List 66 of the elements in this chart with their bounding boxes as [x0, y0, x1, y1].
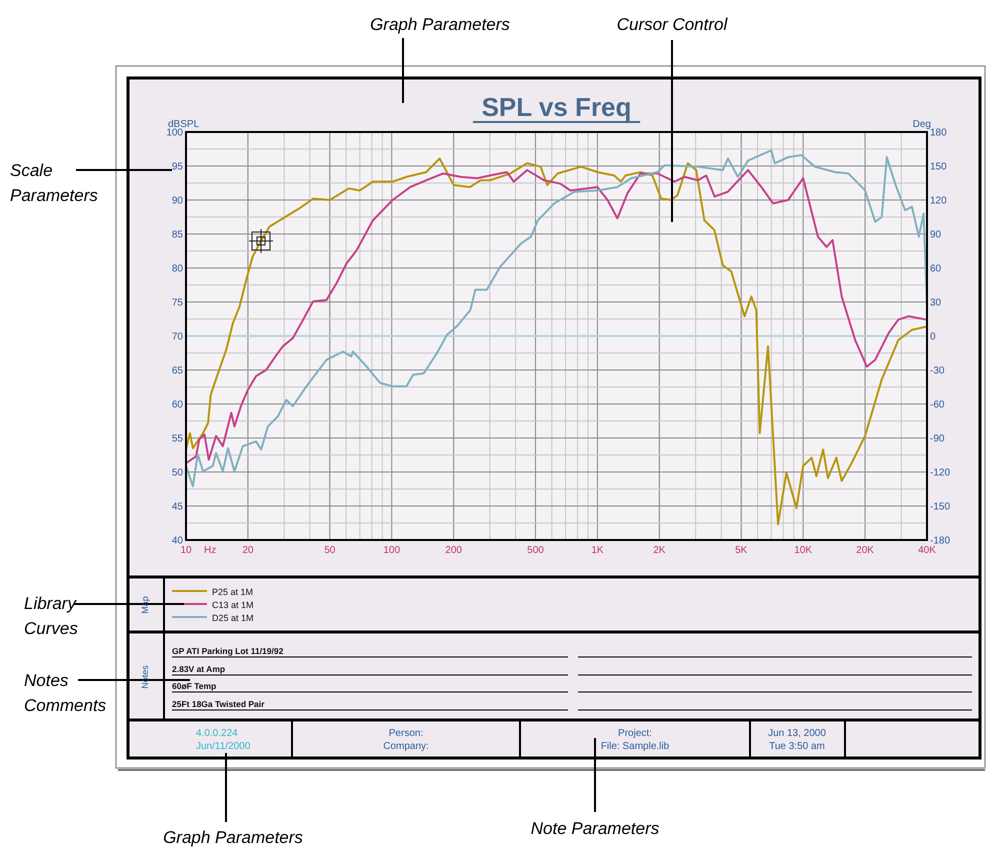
x-tick-label: 20K	[856, 545, 874, 556]
x-tick-label: 20	[242, 545, 254, 556]
text: Scale Parameters	[10, 161, 98, 205]
y2-tick-label: -120	[930, 468, 950, 478]
x-tick-label: 10	[180, 545, 192, 556]
x-tick-label: 100	[383, 545, 400, 556]
text: Company:	[383, 741, 429, 752]
legend-label: C13 at 1M	[212, 600, 254, 610]
y-tick-label: 70	[172, 332, 184, 342]
text: GP ATI Parking Lot 11/19/92	[172, 646, 284, 656]
y2-axis-title: Deg	[912, 119, 931, 130]
y2-tick-label: -30	[930, 366, 945, 376]
y-tick-label: 40	[172, 536, 184, 546]
y2-tick-label: 30	[930, 298, 942, 308]
text: Graph Parameters	[370, 15, 510, 34]
text: 60øF Temp	[172, 681, 216, 691]
y-tick-label: 75	[172, 298, 184, 308]
text: 25Ft 18Ga Twisted Pair	[172, 699, 266, 709]
y-tick-label: 85	[172, 230, 184, 240]
text: Jun/11/2000	[196, 741, 251, 752]
y-axis-title: dBSPL	[168, 119, 200, 130]
y-tick-label: 55	[172, 434, 184, 444]
y-tick-label: 80	[172, 264, 184, 274]
x-axis-title: Hz	[204, 545, 216, 556]
text: File: Sample.lib	[600, 741, 670, 752]
x-tick-label: 40K	[918, 545, 936, 556]
y-tick-label: 95	[172, 162, 184, 172]
chart-title: SPL vs Freq	[482, 92, 632, 122]
y-tick-label: 100	[166, 128, 184, 138]
y2-tick-label: 150	[930, 162, 948, 172]
y2-tick-label: -180	[930, 536, 950, 546]
text: Notes Comments	[24, 671, 107, 715]
text: Cursor Control	[616, 15, 728, 34]
x-tick-label: 500	[527, 545, 544, 556]
text: Tue 3:50 am	[769, 741, 825, 752]
y2-tick-label: 60	[930, 264, 942, 274]
y2-tick-label: -90	[930, 434, 945, 444]
y2-tick-label: 90	[930, 230, 942, 240]
text: 2.83V at Amp	[172, 664, 226, 674]
legend-label: D25 at 1M	[212, 613, 254, 623]
x-tick-label: 10K	[794, 545, 812, 556]
y2-tick-label: 180	[930, 128, 948, 138]
y2-tick-label: 0	[930, 332, 936, 342]
text: Notes	[140, 664, 150, 689]
x-tick-label: 2K	[653, 545, 666, 556]
text: Note Parameters	[530, 819, 660, 838]
text: Library Curves	[24, 594, 78, 638]
text: Graph Parameters	[163, 828, 304, 847]
y-tick-label: 50	[172, 468, 184, 478]
y2-tick-label: -60	[930, 400, 945, 410]
x-tick-label: 5K	[735, 545, 748, 556]
y-tick-label: 65	[172, 366, 184, 376]
text: Jun 13, 2000	[768, 728, 826, 739]
text: Map	[140, 596, 150, 614]
y2-tick-label: 120	[930, 196, 948, 206]
text: Person:	[388, 728, 424, 739]
y-tick-label: 60	[172, 400, 184, 410]
y2-tick-label: -150	[930, 502, 950, 512]
legend-label: P25 at 1M	[212, 587, 254, 597]
x-tick-label: 50	[324, 545, 336, 556]
text: 4.0.0.224	[196, 728, 238, 739]
y-tick-label: 90	[172, 196, 184, 206]
x-tick-label: 1K	[591, 545, 604, 556]
x-tick-label: 200	[445, 545, 462, 556]
y-tick-label: 45	[172, 502, 184, 512]
text: Project:	[618, 728, 652, 739]
